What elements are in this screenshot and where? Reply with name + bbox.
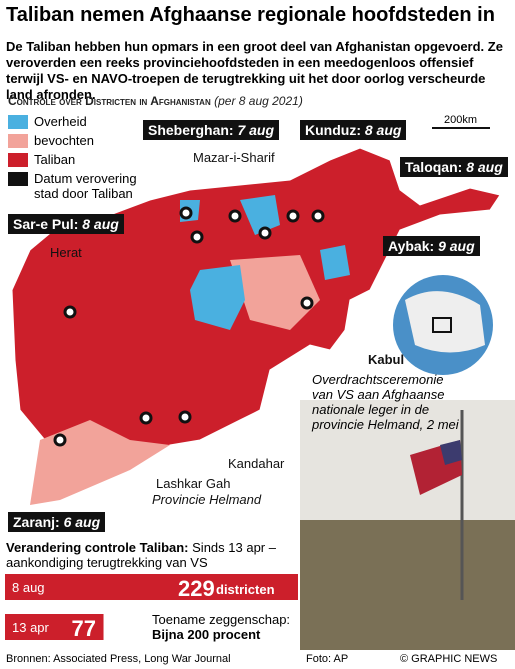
legend-label: Taliban <box>34 152 76 167</box>
city-dot <box>139 411 153 425</box>
city-label: Lashkar Gah <box>156 476 231 491</box>
legend-swatches <box>8 115 28 186</box>
sources: Bronnen: Associated Press, Long War Jour… <box>6 653 231 665</box>
city-dot <box>190 230 204 244</box>
city-dot <box>53 433 67 447</box>
stats-heading-text: Verandering controle Taliban: <box>6 540 189 555</box>
captured-label: Sheberghan: 7 aug <box>143 120 280 140</box>
captured-city: Zaranj: <box>13 514 60 530</box>
intro: De Taliban hebben hun opmars in een groo… <box>6 39 503 102</box>
bar <box>5 574 298 600</box>
captured-label: Taloqan: 8 aug <box>400 157 508 177</box>
flag-canton <box>440 440 462 465</box>
row-value: 77 <box>71 616 96 641</box>
captured-label: Zaranj: 6 aug <box>8 512 106 532</box>
captured-city: Sheberghan: <box>148 122 234 138</box>
city-dot <box>179 206 193 220</box>
scale-label: 200km <box>444 114 478 126</box>
city-dot <box>178 410 192 424</box>
stats-heading: Verandering controle Taliban: Sinds 13 a… <box>6 540 296 570</box>
captured-date: 6 aug <box>63 514 101 530</box>
city-label: Kabul <box>368 352 405 367</box>
city-label: Provincie Helmand <box>152 492 262 507</box>
captured-city: Kunduz: <box>305 122 361 138</box>
contested-area <box>230 255 320 330</box>
captured-label: Sar-e Pul: 8 aug <box>8 214 124 234</box>
legend-swatch <box>8 172 28 186</box>
city-dot <box>258 226 272 240</box>
map-heading-text: Controle over Districten in Afghanistan <box>8 94 211 108</box>
government-area <box>190 265 245 330</box>
captured-date: 8 aug <box>364 122 402 138</box>
legend-label: Datum verovering stad door Taliban <box>34 171 137 201</box>
title: Taliban nemen Afghaanse regionale hoofds… <box>6 4 495 26</box>
city-label: Mazar-i-Sharif <box>193 150 275 165</box>
captured-date: 9 aug <box>438 238 475 254</box>
captured-date: 7 aug <box>237 122 275 138</box>
captured-label: Kunduz: 8 aug <box>300 120 407 140</box>
increase: Bijna 200 procent <box>152 627 261 642</box>
photo-credit: Foto: AP <box>306 653 349 665</box>
row-unit: districten <box>216 582 275 597</box>
row-date: 13 apr <box>12 620 49 635</box>
photo-sky <box>300 400 515 520</box>
captured-city: Sar-e Pul: <box>13 216 79 232</box>
city-dots <box>53 206 325 447</box>
bar <box>5 614 104 640</box>
captured-label: Aybak: 9 aug <box>383 236 480 256</box>
legend-swatch <box>8 134 28 148</box>
map-date: (per 8 aug 2021) <box>214 94 303 108</box>
stats-subheading: Sinds 13 apr – aankondiging terugtrekkin… <box>6 540 276 570</box>
captured-date: 8 aug <box>466 159 503 175</box>
government-area <box>240 195 280 235</box>
legend-swatch <box>8 153 28 167</box>
city-dot <box>63 305 77 319</box>
globe-land <box>405 291 485 353</box>
captured-date: 8 aug <box>82 216 119 232</box>
legend-label: bevochten <box>34 133 94 148</box>
photo-ground <box>300 520 515 650</box>
city-dot <box>300 296 314 310</box>
city-dot <box>286 209 300 223</box>
photo-caption: Overdrachtsceremonie van VS aan Afghaans… <box>312 372 459 432</box>
copyright: © GRAPHIC NEWS <box>400 653 498 665</box>
city-label: Herat <box>50 245 82 260</box>
increase-label: Toename zeggenschap: <box>152 612 291 627</box>
row-date: 8 aug <box>12 580 45 595</box>
legend-label: Overheid <box>34 114 87 129</box>
map-heading: Controle over Districten in Afghanistan … <box>8 94 303 108</box>
legend-swatch <box>8 115 28 129</box>
city-dot <box>228 209 242 223</box>
city-dot <box>311 209 325 223</box>
locator <box>432 317 452 333</box>
government-area <box>320 245 350 280</box>
city-label: Kandahar <box>228 456 285 471</box>
captured-city: Aybak: <box>388 238 435 254</box>
row-value: 229 <box>178 576 215 601</box>
captured-city: Taloqan: <box>405 159 463 175</box>
